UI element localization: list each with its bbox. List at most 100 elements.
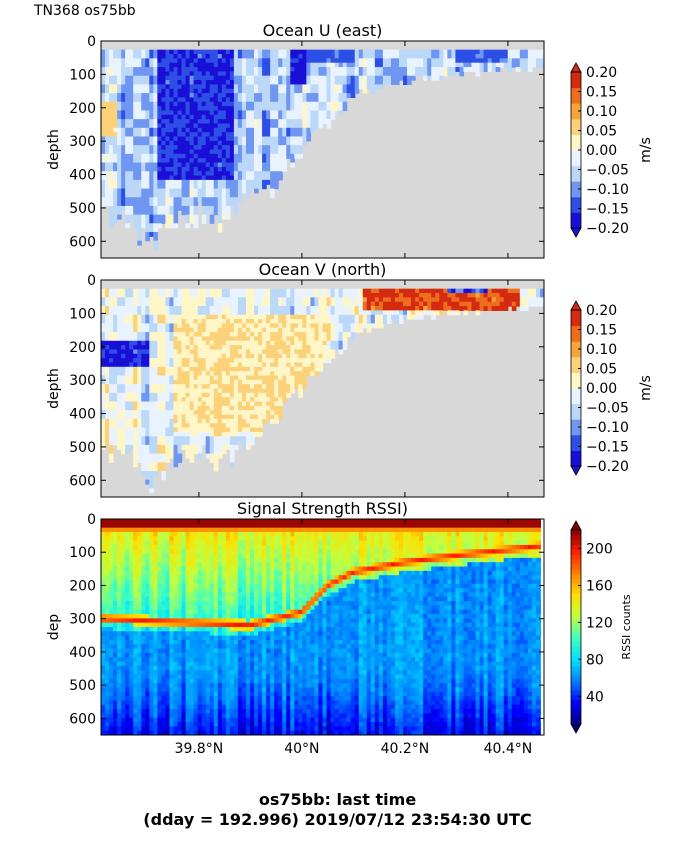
colorbar-segment (571, 87, 581, 104)
colorbar-segment (571, 573, 581, 579)
colorbar-segment (571, 150, 581, 167)
colorbar-segment (571, 450, 581, 467)
colorbar-segment (571, 434, 581, 451)
panel-3-frame (100, 518, 545, 736)
colorbar-tick-label: 0.10 (586, 342, 617, 358)
colorbar-tick-label: 0.00 (586, 143, 617, 159)
colorbar-segment (571, 593, 581, 599)
colorbar-segment (571, 714, 581, 720)
colorbar-extend-max (570, 520, 582, 531)
colorbar-segment (571, 181, 581, 198)
colorbar-segment (571, 559, 581, 565)
y-tick-label: 300 (69, 373, 96, 389)
panel-1-ylabel: depth (46, 129, 62, 170)
y-tick-label: 0 (87, 512, 96, 528)
colorbar-segment (571, 356, 581, 373)
colorbar-segment (571, 680, 581, 686)
colorbar-segment (571, 539, 581, 546)
colorbar-segment (571, 549, 581, 555)
colorbar-segment (571, 588, 581, 594)
colorbar-tick-label: −0.20 (586, 221, 629, 237)
colorbar-segment (571, 636, 581, 643)
x-tick-label: 40°N (284, 741, 319, 757)
colorbar-extend-max (570, 62, 582, 73)
colorbar-segment (571, 419, 581, 436)
colorbar-segment (571, 597, 581, 604)
colorbar-tick-label: 0.00 (586, 381, 617, 397)
colorbar-label: m/s (638, 375, 654, 401)
colorbar-extend-max (570, 300, 582, 311)
colorbar-tick-label: 0.15 (586, 85, 617, 101)
colorbar-segment (571, 646, 581, 652)
x-tick-label: 40.2°N (381, 741, 430, 757)
colorbar-segment (571, 388, 581, 405)
colorbar-segment (571, 212, 581, 229)
colorbar-segment (571, 622, 581, 628)
figure-title: TN368 os75bb (34, 3, 136, 19)
colorbar-tick-label: −0.10 (586, 182, 629, 198)
panel-1-frame (100, 40, 545, 259)
colorbar-segment (571, 325, 581, 342)
colorbar-segment (571, 196, 581, 213)
colorbar-segment (571, 134, 581, 151)
colorbar-segment (571, 699, 581, 706)
colorbar-tick-label: 0.20 (586, 303, 617, 319)
y-tick-label: 600 (69, 473, 96, 489)
colorbar-segment (571, 612, 581, 618)
y-tick-label: 500 (69, 201, 96, 217)
colorbar-tick-label: −0.05 (586, 401, 629, 417)
panel-1-title: Ocean U (east) (263, 21, 383, 40)
colorbar-segment (571, 670, 581, 676)
x-tick-label: 39.8°N (175, 741, 224, 757)
colorbar-tick-label: 0.05 (586, 124, 617, 140)
y-tick-label: 0 (87, 273, 96, 289)
colorbar-tick-label: 160 (586, 578, 613, 594)
colorbar-extend-min (570, 465, 582, 476)
footer-line-2: (dday = 192.996) 2019/07/12 23:54:30 UTC (143, 810, 532, 829)
colorbar-tick-label: 0.10 (586, 104, 617, 120)
colorbar-segment (571, 709, 581, 715)
y-tick-label: 500 (69, 678, 96, 694)
colorbar-segment (571, 554, 581, 560)
colorbar-tick-label: 0.15 (586, 323, 617, 339)
colorbar-segment (571, 534, 581, 541)
colorbar-tick-label: 40 (586, 689, 604, 705)
panel-2-ylabel: depth (46, 368, 62, 409)
y-tick-label: 300 (69, 612, 96, 628)
panel-2-title: Ocean V (north) (259, 260, 387, 279)
colorbar-tick-label: 0.05 (586, 362, 617, 378)
colorbar-segment (571, 583, 581, 589)
colorbar-segment (571, 544, 581, 550)
y-tick-label: 600 (69, 234, 96, 250)
y-tick-label: 500 (69, 440, 96, 456)
colorbar-label: RSSI counts (620, 594, 633, 659)
y-tick-label: 600 (69, 711, 96, 727)
colorbar-segment (571, 660, 581, 667)
colorbar-segment (571, 103, 581, 120)
colorbar-tick-label: 0.20 (586, 65, 617, 81)
colorbar-segment (571, 602, 581, 609)
colorbar-segment (571, 690, 581, 696)
y-tick-label: 200 (69, 340, 96, 356)
colorbar-segment (571, 563, 581, 570)
colorbar-segment (571, 704, 581, 710)
colorbar-segment (571, 372, 581, 389)
colorbar-tick-label: 80 (586, 652, 604, 668)
panel-2-frame (100, 279, 545, 498)
colorbar-segment (571, 578, 581, 584)
y-tick-label: 200 (69, 578, 96, 594)
colorbar-segment (571, 165, 581, 182)
y-tick-label: 400 (69, 645, 96, 661)
panel-1-field (101, 41, 544, 258)
y-tick-label: 200 (69, 101, 96, 117)
colorbar-segment (571, 403, 581, 420)
colorbar-tick-label: 120 (586, 615, 613, 631)
colorbar-segment (571, 530, 581, 536)
colorbar-segment (571, 568, 581, 575)
panel-3-title: Signal Strength RSSI) (237, 499, 408, 518)
y-tick-label: 100 (69, 306, 96, 322)
colorbar-segment (571, 72, 581, 89)
colorbar-segment (571, 656, 581, 662)
colorbar-extend-min (570, 227, 582, 238)
